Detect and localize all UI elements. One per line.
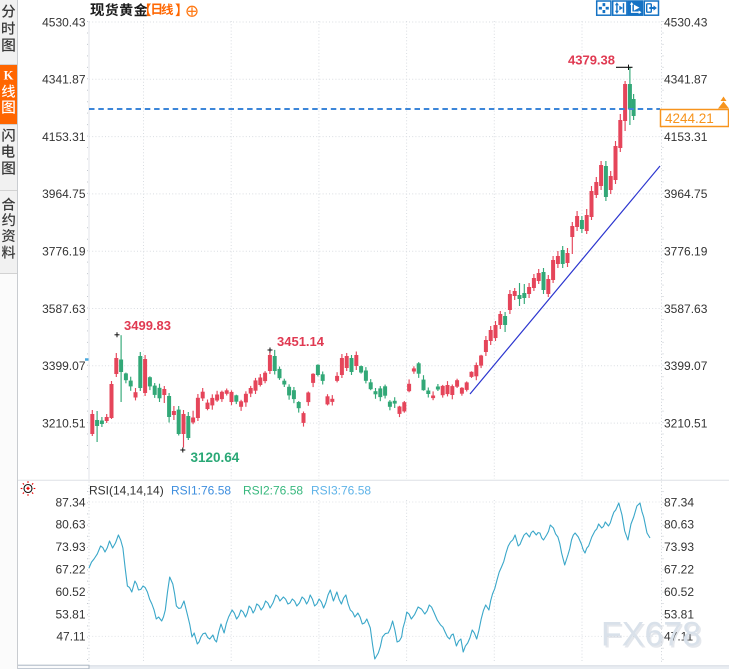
svg-text:3776.19: 3776.19	[42, 245, 86, 259]
svg-text:3587.63: 3587.63	[42, 302, 86, 316]
svg-text:60.52: 60.52	[664, 585, 694, 599]
svg-text:4341.87: 4341.87	[664, 73, 708, 87]
svg-text:3210.51: 3210.51	[42, 416, 86, 430]
svg-text:3964.75: 3964.75	[42, 187, 86, 201]
svg-text:RSI3:76.58: RSI3:76.58	[311, 484, 371, 498]
svg-text:4153.31: 4153.31	[664, 130, 708, 144]
svg-text:3120.64: 3120.64	[191, 450, 240, 465]
svg-text:4530.43: 4530.43	[664, 15, 708, 29]
svg-text:3964.75: 3964.75	[664, 187, 708, 201]
svg-text:RSI2:76.58: RSI2:76.58	[243, 484, 303, 498]
svg-text:FX678: FX678	[601, 616, 701, 654]
svg-text:3776.19: 3776.19	[664, 245, 708, 259]
svg-text:RSI(14,14,14): RSI(14,14,14)	[89, 484, 164, 498]
svg-text:53.81: 53.81	[664, 607, 694, 621]
svg-text:53.81: 53.81	[55, 607, 85, 621]
svg-text:73.93: 73.93	[664, 540, 694, 554]
svg-text:4341.87: 4341.87	[42, 73, 86, 87]
svg-text:87.34: 87.34	[55, 495, 85, 509]
svg-text:87.34: 87.34	[664, 495, 694, 509]
svg-text:3210.51: 3210.51	[664, 416, 708, 430]
svg-text:FX678: FX678	[603, 617, 703, 655]
svg-text:4530.43: 4530.43	[42, 15, 86, 29]
svg-text:47.11: 47.11	[664, 630, 693, 644]
svg-text:60.52: 60.52	[55, 585, 85, 599]
svg-text:RSI1:76.58: RSI1:76.58	[171, 484, 231, 498]
svg-text:47.11: 47.11	[56, 630, 85, 644]
svg-text:3399.07: 3399.07	[42, 359, 86, 373]
svg-text:80.63: 80.63	[55, 518, 85, 532]
svg-text:4379.38: 4379.38	[568, 53, 615, 68]
svg-text:67.22: 67.22	[55, 563, 85, 577]
svg-text:4244.21: 4244.21	[665, 111, 714, 126]
svg-text:67.22: 67.22	[664, 563, 694, 577]
svg-text:3451.14: 3451.14	[277, 334, 325, 349]
svg-text:4153.31: 4153.31	[42, 130, 86, 144]
svg-text:3499.83: 3499.83	[124, 318, 171, 333]
svg-text:3587.63: 3587.63	[664, 302, 708, 316]
svg-text:80.63: 80.63	[664, 518, 694, 532]
svg-text:K: K	[4, 69, 14, 83]
svg-text:3399.07: 3399.07	[664, 359, 708, 373]
svg-text:73.93: 73.93	[55, 540, 85, 554]
